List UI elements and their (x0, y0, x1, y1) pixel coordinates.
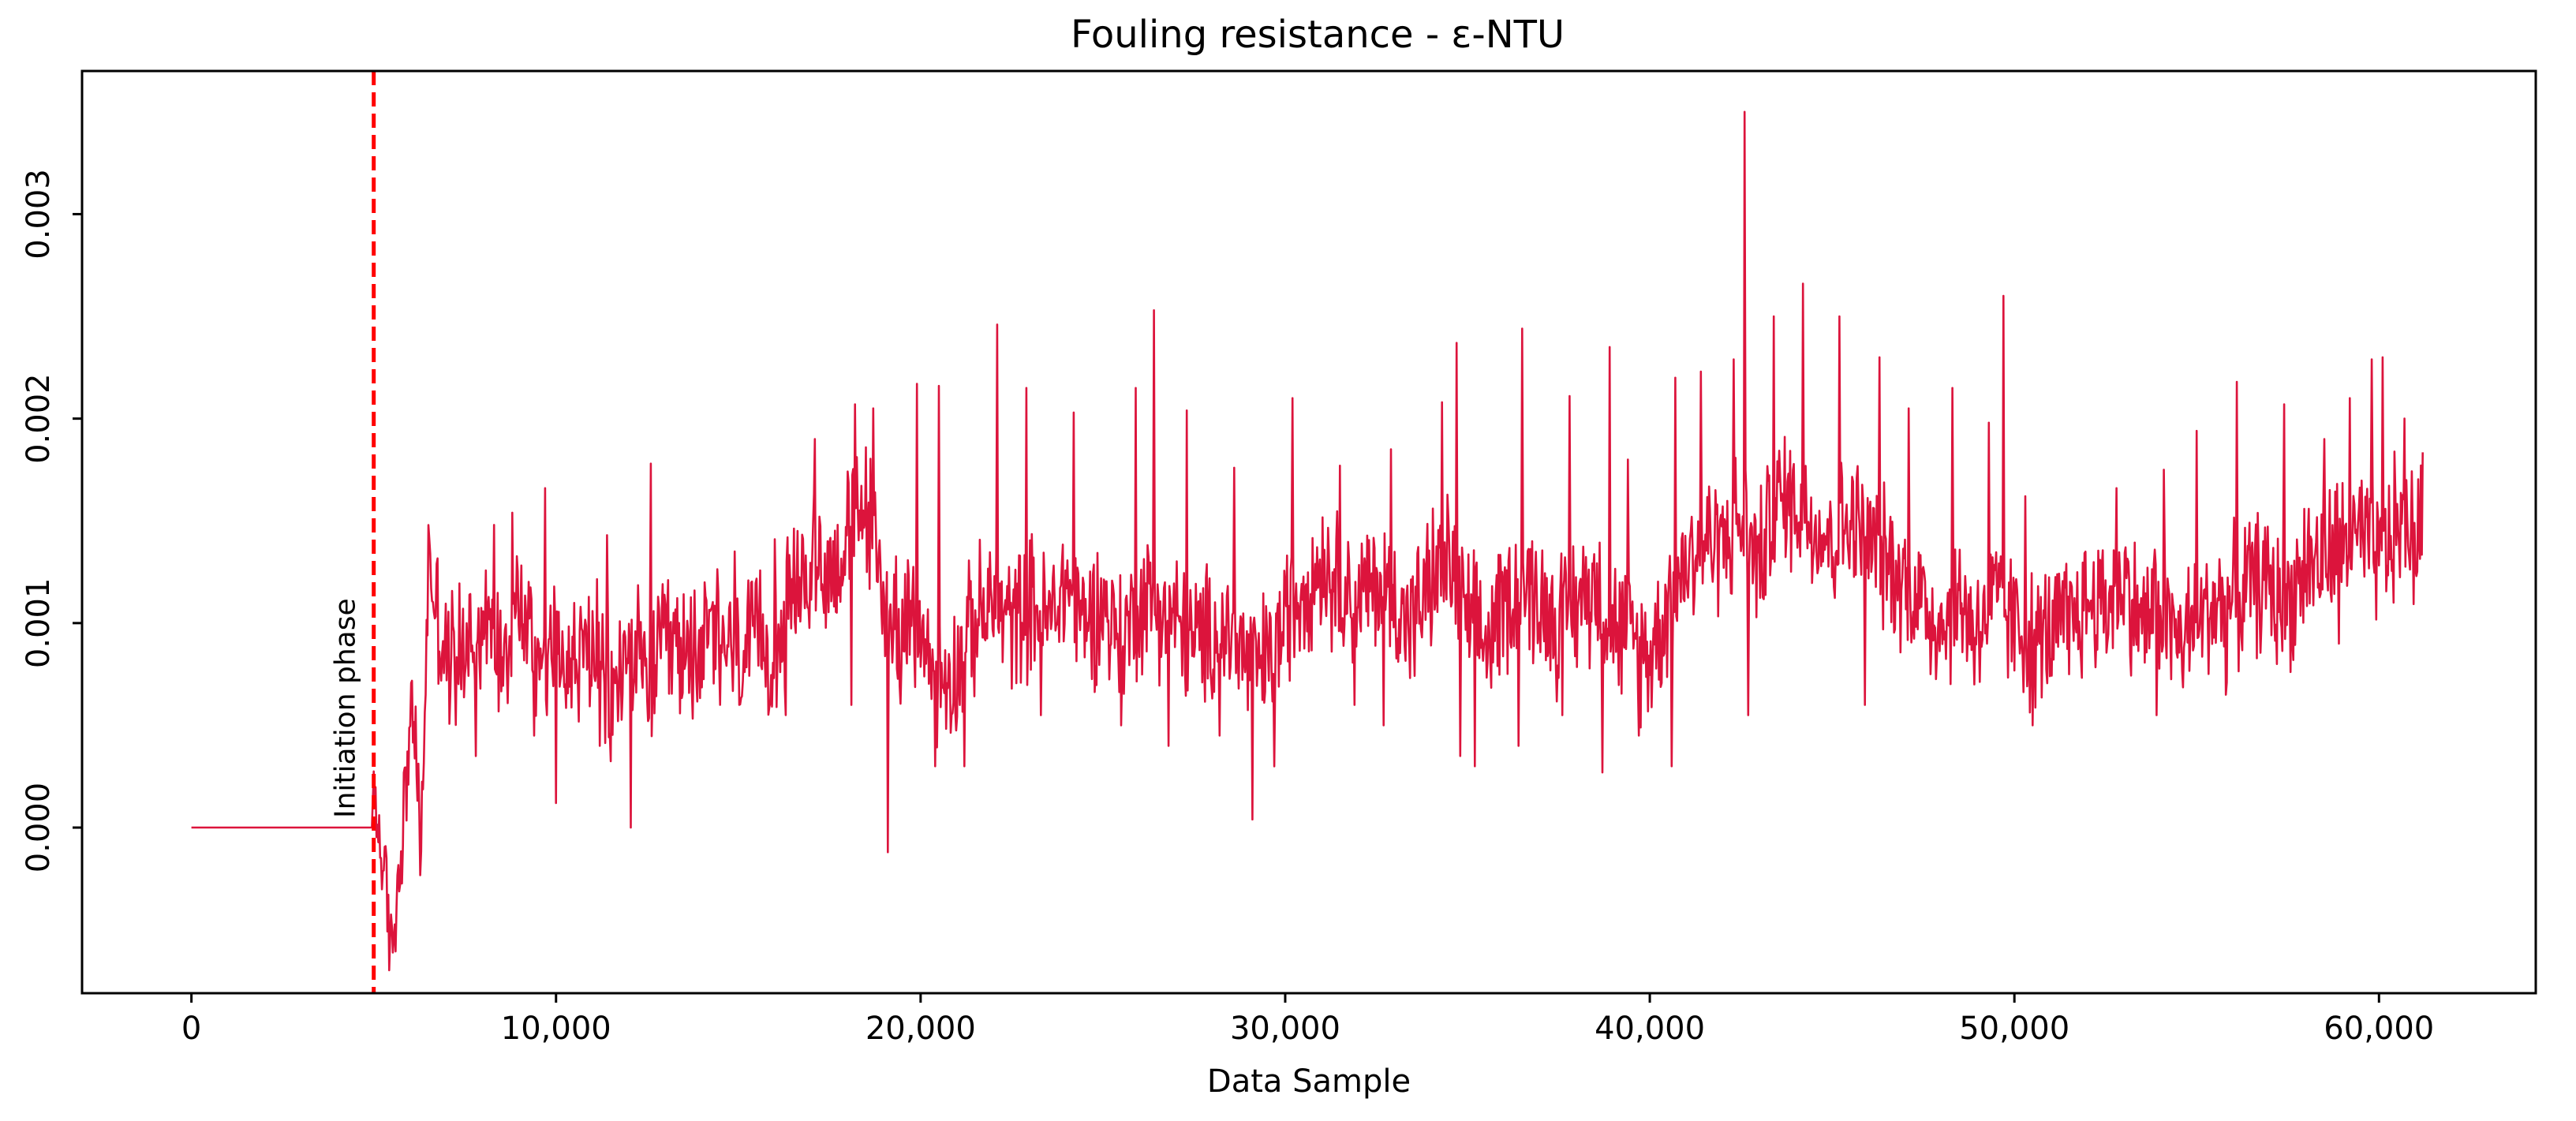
x-tick-label: 20,000 (866, 1011, 976, 1047)
y-tick-label: 0.002 (21, 373, 57, 464)
y-tick-label: 0.000 (21, 783, 57, 873)
axes-group: 0 10,000 20,000 30,000 40,000 50,000 60,000 0.0… (21, 69, 2537, 1047)
axes-frame (80, 69, 2537, 995)
x-tick-label: 0 (181, 1011, 201, 1047)
x-tick-label: 40,000 (1595, 1011, 1705, 1047)
y-tick-label: 0.003 (21, 169, 57, 260)
chart-title: Fouling resistance - ε-NTU (1071, 13, 1565, 57)
x-tick-label: 10,000 (501, 1011, 611, 1047)
y-tick-label: 0.001 (21, 578, 57, 669)
series-group (191, 110, 2424, 972)
annotation-group: Initiation phase (330, 598, 362, 818)
x-tick-label: 50,000 (1959, 1011, 2069, 1047)
annotation-initiation-phase: Initiation phase (330, 598, 362, 818)
x-tick-label: 30,000 (1230, 1011, 1340, 1047)
x-axis-label: Data Sample (1207, 1063, 1411, 1100)
series-line-fouling-resistance (191, 110, 2424, 972)
x-tick-label: 60,000 (2324, 1011, 2434, 1047)
